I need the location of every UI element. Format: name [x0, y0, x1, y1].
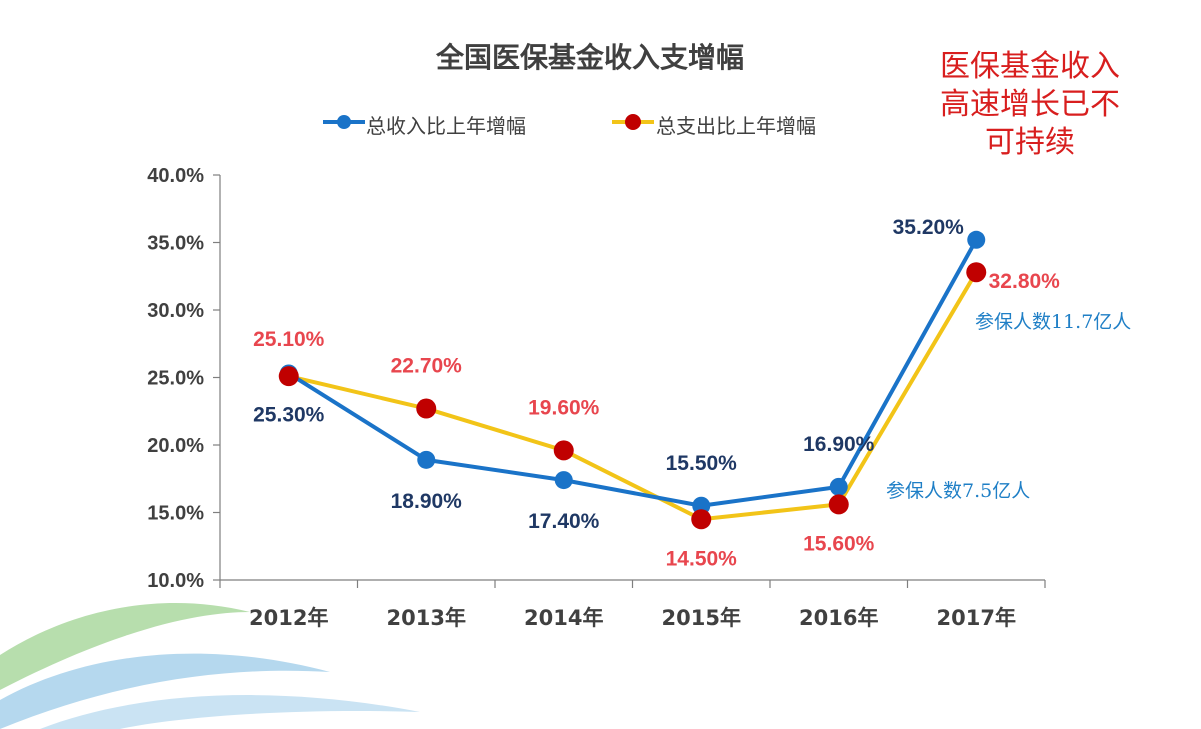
decorative-wave — [0, 603, 420, 729]
annotation-line-3: 可持续 — [985, 125, 1075, 160]
data-point-expense — [691, 509, 712, 530]
x-tick-label: 2016年 — [799, 606, 878, 630]
chart-legend — [323, 114, 654, 130]
data-point-income — [417, 450, 436, 469]
data-label-income: 16.90% — [803, 433, 875, 456]
data-point-income — [967, 230, 986, 249]
chart-series — [278, 230, 987, 530]
data-label-income: 25.30% — [253, 403, 325, 426]
x-tick-label: 2012年 — [249, 606, 328, 630]
note-insured-2017: 参保人数11.7亿人 — [975, 311, 1132, 333]
legend-marker-expense — [625, 114, 641, 130]
data-label-expense: 14.50% — [666, 547, 738, 570]
x-tick-label: 2015年 — [662, 606, 741, 630]
data-label-expense: 19.60% — [528, 396, 600, 419]
data-label-income: 15.50% — [666, 452, 738, 475]
y-tick-label: 20.0% — [147, 435, 204, 457]
series-line-expense — [288, 271, 978, 522]
legend-label-income: 总收入比上年增幅 — [366, 114, 526, 138]
data-point-income — [692, 496, 711, 515]
annotation-line-2: 高速增长已不 — [940, 87, 1120, 122]
y-tick-label: 10.0% — [147, 570, 204, 592]
x-tick-label: 2014年 — [524, 606, 603, 630]
x-tick-label: 2017年 — [937, 606, 1016, 630]
data-label-expense: 32.80% — [989, 270, 1061, 293]
chart-title: 全国医保基金收入支增幅 — [435, 41, 744, 74]
data-point-income — [554, 471, 573, 490]
y-tick-label: 15.0% — [147, 503, 204, 525]
data-point-expense — [416, 398, 437, 419]
chart-data-labels: 25.30% 18.90% 17.40% 15.50% 16.90% 35.20% 25.1… — [253, 216, 1060, 570]
data-label-expense: 25.10% — [253, 328, 325, 351]
data-label-income: 35.20% — [893, 216, 965, 239]
y-tick-label: 25.0% — [147, 368, 204, 390]
data-point-income — [829, 477, 848, 496]
data-label-income: 17.40% — [528, 510, 600, 533]
legend-label-expense: 总支出比上年增幅 — [656, 114, 816, 138]
y-tick-label: 30.0% — [147, 300, 204, 322]
data-label-income: 18.90% — [391, 490, 463, 513]
annotation-callout: 医保基金收入 高速增长已不 可持续 — [900, 48, 1160, 162]
note-insured-2016: 参保人数7.5亿人 — [886, 480, 1031, 502]
data-label-expense: 22.70% — [391, 355, 463, 378]
wave-green — [0, 603, 250, 690]
data-point-expense — [553, 440, 574, 461]
chart-axes: 10.0% 15.0% 20.0% 25.0% 30.0% 35.0% 40.0% 2012年… — [147, 165, 1046, 630]
y-tick-label: 40.0% — [147, 165, 204, 187]
series-line-income — [287, 238, 978, 508]
annotation-line-1: 医保基金收入 — [940, 49, 1120, 84]
wave-blue-2 — [40, 695, 420, 729]
data-point-expense — [278, 366, 299, 387]
x-tick-label: 2013年 — [387, 606, 466, 630]
y-tick-label: 35.0% — [147, 233, 204, 255]
data-point-expense — [828, 494, 849, 515]
wave-blue-1 — [0, 653, 330, 729]
legend-marker-income — [337, 115, 351, 129]
data-label-expense: 15.60% — [803, 532, 875, 555]
data-point-expense — [966, 262, 987, 283]
